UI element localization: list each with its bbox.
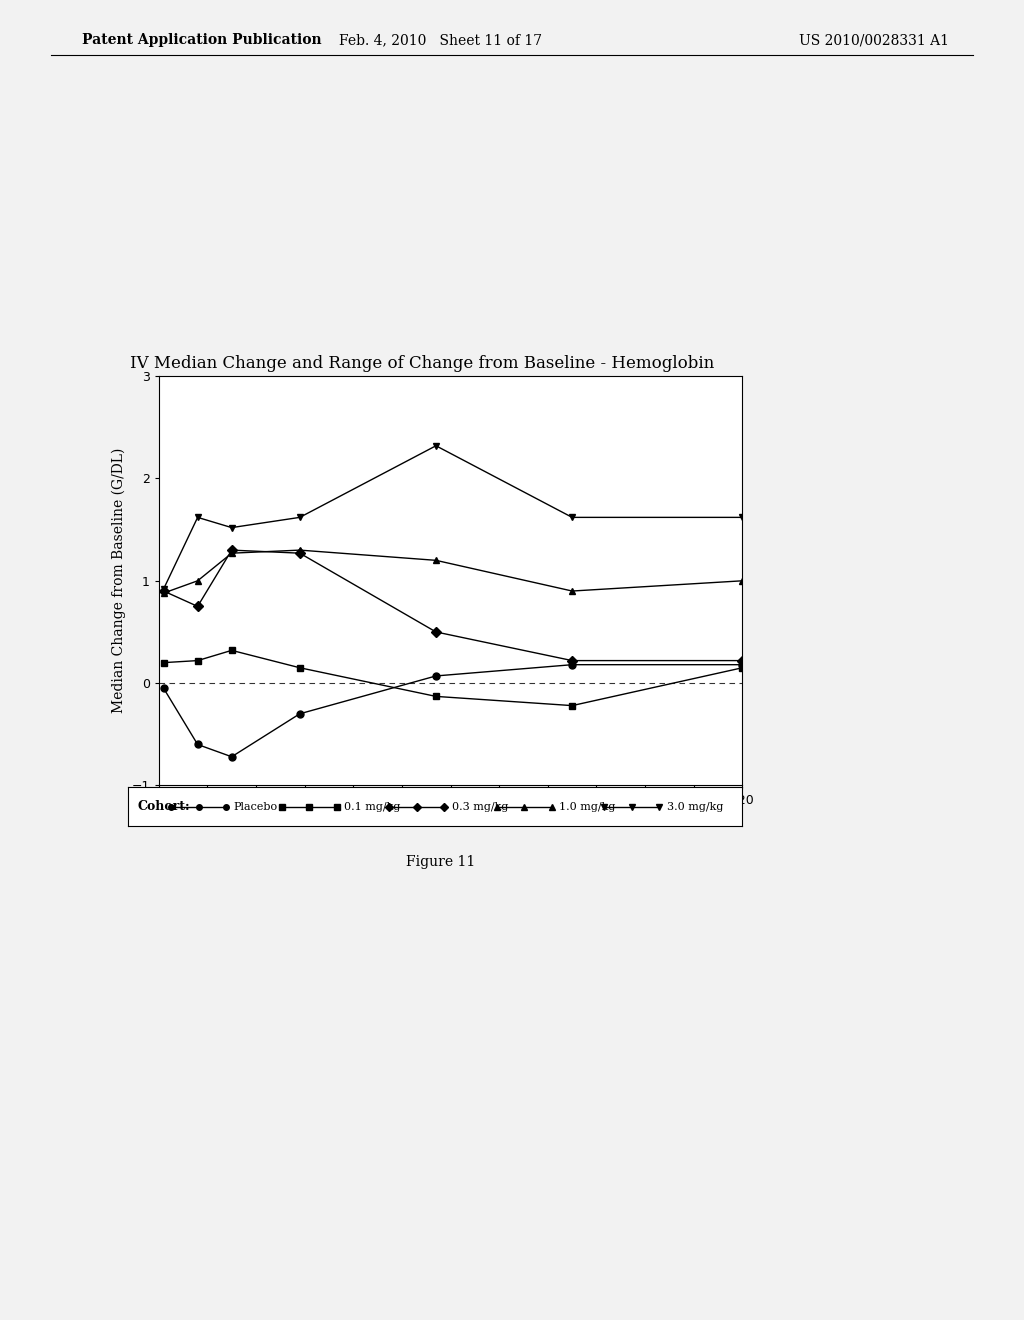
0.1 mg/kg	[736, 660, 749, 676]
Placebo	[225, 748, 238, 764]
0.1 mg/kg	[294, 660, 306, 676]
0.1 mg/kg	[566, 698, 579, 714]
3.0 mg/kg	[158, 581, 170, 597]
Text: 0.3 mg/kg: 0.3 mg/kg	[452, 801, 508, 812]
0.1 mg/kg	[225, 643, 238, 659]
Text: Feb. 4, 2010   Sheet 11 of 17: Feb. 4, 2010 Sheet 11 of 17	[339, 33, 542, 48]
Line: 3.0 mg/kg: 3.0 mg/kg	[160, 442, 745, 593]
Placebo	[566, 657, 579, 673]
Text: IV Median Change and Range of Change from Baseline - Hemoglobin: IV Median Change and Range of Change fro…	[129, 355, 714, 372]
3.0 mg/kg	[736, 510, 749, 525]
0.3 mg/kg	[736, 652, 749, 668]
0.3 mg/kg	[191, 598, 204, 614]
0.3 mg/kg	[225, 543, 238, 558]
Placebo	[158, 680, 170, 696]
1.0 mg/kg	[158, 585, 170, 601]
Text: Patent Application Publication: Patent Application Publication	[82, 33, 322, 48]
Placebo	[294, 706, 306, 722]
3.0 mg/kg	[430, 438, 442, 454]
Text: US 2010/0028331 A1: US 2010/0028331 A1	[799, 33, 948, 48]
1.0 mg/kg	[430, 552, 442, 568]
3.0 mg/kg	[191, 510, 204, 525]
Line: 1.0 mg/kg: 1.0 mg/kg	[160, 546, 745, 597]
1.0 mg/kg	[191, 573, 204, 589]
1.0 mg/kg	[736, 573, 749, 589]
Y-axis label: Median Change from Baseline (G/DL): Median Change from Baseline (G/DL)	[112, 447, 126, 714]
Placebo	[736, 657, 749, 673]
3.0 mg/kg	[294, 510, 306, 525]
0.3 mg/kg	[294, 545, 306, 561]
Text: 1.0 mg/kg: 1.0 mg/kg	[559, 801, 615, 812]
0.3 mg/kg	[566, 652, 579, 668]
0.1 mg/kg	[158, 655, 170, 671]
0.3 mg/kg	[158, 583, 170, 599]
3.0 mg/kg	[566, 510, 579, 525]
Text: 0.1 mg/kg: 0.1 mg/kg	[344, 801, 400, 812]
0.1 mg/kg	[191, 652, 204, 668]
Line: 0.1 mg/kg: 0.1 mg/kg	[160, 647, 745, 709]
1.0 mg/kg	[566, 583, 579, 599]
Text: Cohort:: Cohort:	[137, 800, 189, 813]
Text: Figure 11: Figure 11	[406, 855, 475, 870]
1.0 mg/kg	[294, 543, 306, 558]
Placebo	[191, 737, 204, 752]
Placebo	[430, 668, 442, 684]
Text: Placebo: Placebo	[233, 801, 278, 812]
Text: 3.0 mg/kg: 3.0 mg/kg	[667, 801, 723, 812]
Line: Placebo: Placebo	[160, 661, 745, 760]
Line: 0.3 mg/kg: 0.3 mg/kg	[160, 546, 745, 664]
1.0 mg/kg	[225, 545, 238, 561]
3.0 mg/kg	[225, 520, 238, 536]
0.3 mg/kg	[430, 624, 442, 640]
X-axis label: Protocol Schedule Day: Protocol Schedule Day	[371, 813, 530, 828]
0.1 mg/kg	[430, 689, 442, 705]
